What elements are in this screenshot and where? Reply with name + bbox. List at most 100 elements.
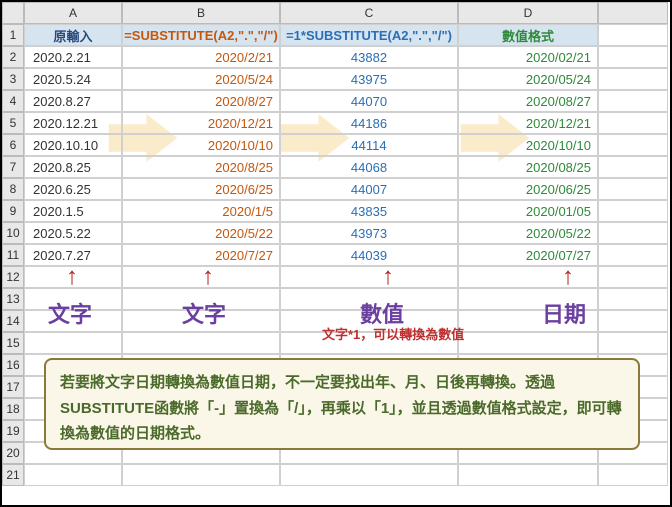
empty-cell[interactable] [598,464,668,486]
empty-cell[interactable] [598,156,668,178]
empty-cell[interactable] [458,332,598,354]
category-label-text-2: 文字 [182,297,226,329]
row-header-1[interactable]: 1 [2,24,24,46]
cell-C10[interactable]: 43973 [280,222,458,244]
empty-cell[interactable] [598,24,668,46]
cell-C2[interactable]: 43882 [280,46,458,68]
cell-B9[interactable]: 2020/1/5 [122,200,280,222]
cell-C7[interactable]: 44068 [280,156,458,178]
header-cell-d[interactable]: 數值格式 [458,24,598,46]
row-header-18[interactable]: 18 [2,398,24,420]
empty-cell[interactable] [280,266,458,288]
empty-cell[interactable] [280,464,458,486]
col-header-D[interactable]: D [458,2,598,24]
cell-D5[interactable]: 2020/12/21 [458,112,598,134]
cell-A6[interactable]: 2020.10.10 [24,134,122,156]
empty-cell[interactable] [122,266,280,288]
cell-D11[interactable]: 2020/07/27 [458,244,598,266]
row-header-12[interactable]: 12 [2,266,24,288]
cell-C9[interactable]: 43835 [280,200,458,222]
cell-A10[interactable]: 2020.5.22 [24,222,122,244]
cell-D10[interactable]: 2020/05/22 [458,222,598,244]
row-header-21[interactable]: 21 [2,464,24,486]
cell-C6[interactable]: 44114 [280,134,458,156]
cell-C11[interactable]: 44039 [280,244,458,266]
cell-D8[interactable]: 2020/06/25 [458,178,598,200]
cell-D4[interactable]: 2020/08/27 [458,90,598,112]
empty-cell[interactable] [598,112,668,134]
cell-A2[interactable]: 2020.2.21 [24,46,122,68]
empty-cell[interactable] [458,266,598,288]
row-header-6[interactable]: 6 [2,134,24,156]
cell-D6[interactable]: 2020/10/10 [458,134,598,156]
row-header-3[interactable]: 3 [2,68,24,90]
cell-B10[interactable]: 2020/5/22 [122,222,280,244]
row-header-11[interactable]: 11 [2,244,24,266]
select-all-cell[interactable] [2,2,24,24]
cell-B8[interactable]: 2020/6/25 [122,178,280,200]
empty-cell[interactable] [598,310,668,332]
row-header-10[interactable]: 10 [2,222,24,244]
empty-cell[interactable] [598,46,668,68]
empty-cell[interactable] [598,178,668,200]
cell-D2[interactable]: 2020/02/21 [458,46,598,68]
row-header-16[interactable]: 16 [2,354,24,376]
col-header-A[interactable]: A [24,2,122,24]
empty-cell[interactable] [598,222,668,244]
row-header-4[interactable]: 4 [2,90,24,112]
empty-cell[interactable] [598,68,668,90]
cell-B4[interactable]: 2020/8/27 [122,90,280,112]
cell-C8[interactable]: 44007 [280,178,458,200]
row-header-5[interactable]: 5 [2,112,24,134]
cell-B11[interactable]: 2020/7/27 [122,244,280,266]
empty-cell[interactable] [598,134,668,156]
cell-B2[interactable]: 2020/2/21 [122,46,280,68]
row-header-8[interactable]: 8 [2,178,24,200]
row-header-15[interactable]: 15 [2,332,24,354]
header-cell-a[interactable]: 原輸入 [24,24,122,46]
row-header-2[interactable]: 2 [2,46,24,68]
empty-cell[interactable] [24,332,122,354]
cell-C4[interactable]: 44070 [280,90,458,112]
up-arrow-icon: ↑ [202,265,214,289]
cell-A3[interactable]: 2020.5.24 [24,68,122,90]
cell-A8[interactable]: 2020.6.25 [24,178,122,200]
row-header-19[interactable]: 19 [2,420,24,442]
cell-D7[interactable]: 2020/08/25 [458,156,598,178]
cell-B7[interactable]: 2020/8/25 [122,156,280,178]
empty-cell[interactable] [598,90,668,112]
row-header-20[interactable]: 20 [2,442,24,464]
cell-D9[interactable]: 2020/01/05 [458,200,598,222]
header-cell-b[interactable]: =SUBSTITUTE(A2,".","/") [122,24,280,46]
empty-cell[interactable] [458,464,598,486]
col-header-blank[interactable] [598,2,668,24]
cell-A5[interactable]: 2020.12.21 [24,112,122,134]
cell-A4[interactable]: 2020.8.27 [24,90,122,112]
col-header-C[interactable]: C [280,2,458,24]
row-header-7[interactable]: 7 [2,156,24,178]
cell-B5[interactable]: 2020/12/21 [122,112,280,134]
row-header-17[interactable]: 17 [2,376,24,398]
row-header-9[interactable]: 9 [2,200,24,222]
empty-cell[interactable] [598,288,668,310]
cell-B3[interactable]: 2020/5/24 [122,68,280,90]
empty-cell[interactable] [598,200,668,222]
cell-A7[interactable]: 2020.8.25 [24,156,122,178]
cell-A9[interactable]: 2020.1.5 [24,200,122,222]
up-arrow-icon: ↑ [382,265,394,289]
cell-B6[interactable]: 2020/10/10 [122,134,280,156]
cell-C5[interactable]: 44186 [280,112,458,134]
empty-cell[interactable] [598,332,668,354]
empty-cell[interactable] [598,244,668,266]
empty-cell[interactable] [122,464,280,486]
empty-cell[interactable] [24,464,122,486]
header-cell-c[interactable]: =1*SUBSTITUTE(A2,".","/") [280,24,458,46]
cell-D3[interactable]: 2020/05/24 [458,68,598,90]
cell-C3[interactable]: 43975 [280,68,458,90]
empty-cell[interactable] [122,332,280,354]
empty-cell[interactable] [598,266,668,288]
col-header-B[interactable]: B [122,2,280,24]
row-header-13[interactable]: 13 [2,288,24,310]
category-label-text-1: 文字 [48,297,92,329]
row-header-14[interactable]: 14 [2,310,24,332]
